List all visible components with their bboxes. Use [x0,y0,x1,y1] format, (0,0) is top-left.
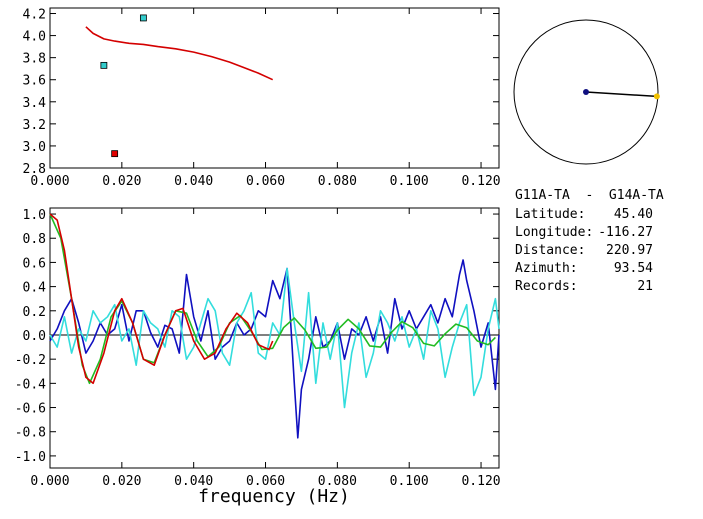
x-tick-label: 0.020 [102,474,141,489]
coherency-y-axis: -1.0 -0.8 -0.6 -0.4 -0.2 0.0 0.2 0.4 0.6 0.8 1.0 [15,208,499,465]
y-tick-label: 4.0 [23,30,46,45]
map-boundary-circle [513,19,659,165]
coherency-x-axis: 0.000 0.020 0.040 0.060 0.080 0.100 0.120 [30,208,501,489]
series-line-bessel-model [49,213,496,385]
station-info-block: G11A-TA - G14A-TA Latitude: 45.40 Longit… [515,188,664,294]
records-label: Records: [515,279,578,294]
y-tick-label: -0.4 [15,377,46,392]
azimuth-value: 93.54 [614,261,653,276]
station-b-marker [653,93,660,100]
y-tick-label: 1.0 [23,208,46,223]
dispersion-y-axis: 2.8 3.0 3.2 3.4 3.6 3.8 4.0 4.2 [23,8,499,177]
y-tick-label: 3.0 [23,140,46,155]
records-value: 21 [637,279,653,294]
longitude-label: Longitude: [515,225,593,240]
distance-value: 220.97 [606,243,653,258]
station-a-marker [583,89,589,95]
point-cyan-2 [100,61,108,69]
dispersion-plot-frame [49,7,500,169]
coherency-plot-frame [49,207,500,469]
x-tick-label: 0.060 [246,474,285,489]
x-tick-label: 0.040 [174,474,213,489]
dispersion-series [85,26,274,81]
y-tick-label: 3.8 [23,52,46,67]
x-tick-label: 0.120 [461,174,500,189]
station-pair-title: G11A-TA - G14A-TA [515,188,664,203]
coherency-series [49,213,500,439]
latitude-value: 45.40 [614,207,653,222]
x-tick-label: 0.100 [390,474,429,489]
y-tick-label: 3.2 [23,118,46,133]
series-line-bessel-fit [49,213,274,385]
series-line-imag-coherency [49,267,500,409]
longitude-value: -116.27 [598,225,653,240]
x-tick-label: 0.000 [30,174,69,189]
dispersion-points [100,14,147,158]
x-tick-label: 0.120 [461,474,500,489]
y-tick-label: -0.6 [15,402,46,417]
y-tick-label: 3.4 [23,96,47,111]
latitude-label: Latitude: [515,207,585,222]
point-cyan-1 [139,14,147,22]
y-tick-label: 3.6 [23,74,46,89]
series-line-dispersion-curve [85,26,274,81]
y-tick-label: 2.8 [23,162,46,177]
y-tick-label: -0.2 [15,353,46,368]
y-tick-label: 4.2 [23,8,46,23]
great-circle-path [585,91,657,98]
series-line-real-coherency [49,259,500,439]
dispersion-x-axis: 0.000 0.020 0.040 0.060 0.080 0.100 0.120 [30,8,501,189]
point-red [111,150,119,158]
azimuth-label: Azimuth: [515,261,578,276]
x-axis-title: frequency (Hz) [198,486,350,507]
y-tick-label: 0.0 [23,329,46,344]
y-tick-label: 0.6 [23,256,46,271]
x-tick-label: 0.100 [390,174,429,189]
dispersion-panel: 2.8 3.0 3.2 3.4 3.6 3.8 4.0 4.2 0.000 0.020 0.040… [23,7,501,189]
y-tick-label: -1.0 [15,450,46,465]
y-tick-label: 0.8 [23,232,46,247]
y-tick-label: 0.4 [23,281,47,296]
distance-label: Distance: [515,243,585,258]
x-tick-label: 0.080 [318,174,357,189]
x-tick-label: 0.040 [174,174,213,189]
x-tick-label: 0.020 [102,174,141,189]
coherency-panel: -1.0 -0.8 -0.6 -0.4 -0.2 0.0 0.2 0.4 0.6 0.8 1.0 0… [15,207,501,507]
y-tick-label: -0.8 [15,426,46,441]
y-tick-label: 0.2 [23,305,46,320]
station-map [513,19,660,165]
x-tick-label: 0.000 [30,474,69,489]
x-tick-label: 0.060 [246,174,285,189]
x-tick-label: 0.080 [318,474,357,489]
